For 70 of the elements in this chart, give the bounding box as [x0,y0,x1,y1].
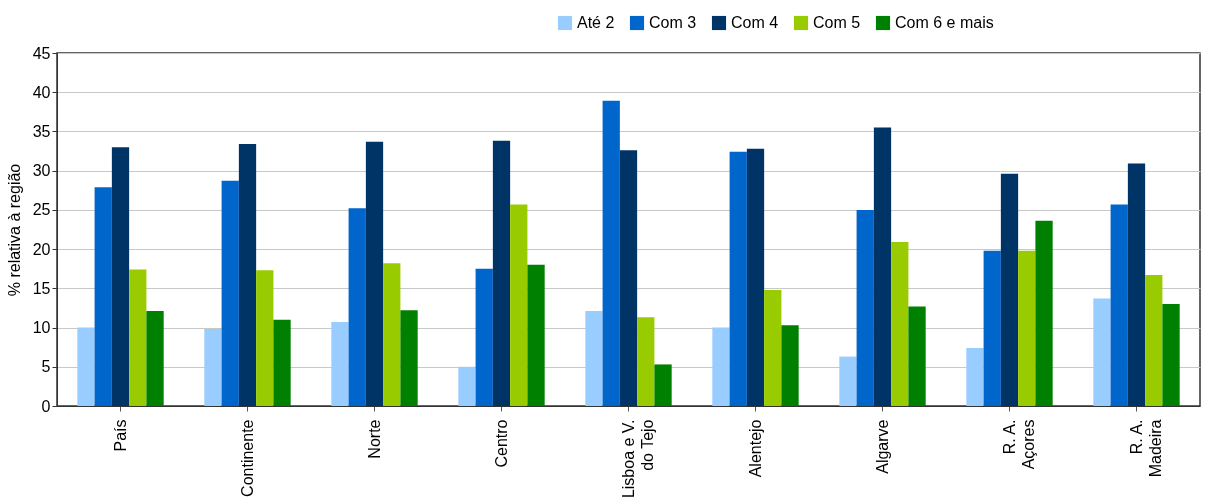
bar [729,151,747,406]
bar [781,325,799,406]
y-tick-label: 30 [32,162,51,180]
y-tick-label: 45 [32,44,51,62]
bar [400,310,418,406]
x-tick-label: R. A. Açores [1000,419,1037,470]
bar [1127,163,1146,406]
y-tick-label: 35 [32,122,51,140]
y-tick-label: 20 [32,240,51,258]
legend-label: Com 4 [731,14,779,31]
bar [331,322,349,406]
x-tick-label: Continente [238,419,256,497]
bar [908,306,926,406]
bar [746,148,765,406]
legend-label: Até 2 [577,14,615,31]
bar [256,270,274,406]
bar [77,327,95,406]
bar [585,311,603,406]
bar [1162,304,1180,406]
x-tick-label: Alentejo [746,419,764,478]
bar [839,356,857,406]
bar [146,311,164,406]
x-tick-label: R. A. Madeira [1127,419,1164,478]
bar [348,208,366,406]
x-tick-label: Algarve [873,419,891,474]
bar [365,141,384,406]
y-tick-label: 25 [32,201,51,219]
bar [510,204,528,406]
bar [873,127,892,406]
bar [1093,298,1111,406]
bar [637,317,655,406]
bar [619,150,638,406]
bar [204,329,222,406]
bar [1145,275,1163,406]
y-tick-label: 5 [41,358,51,376]
x-tick-label: País [111,419,129,452]
bar [654,364,672,406]
bar [966,347,984,406]
bar [602,100,620,406]
bar [458,366,476,406]
bar [221,180,239,406]
bar [383,263,401,406]
legend-label: Com 5 [813,14,861,31]
legend-label: Com 6 e mais [895,14,994,31]
x-tick-label: Lisboa e V. do Tejo [619,419,656,499]
bar [856,209,874,406]
bar [1110,204,1128,406]
x-tick-label: Centro [492,419,510,468]
y-tick-label: 0 [41,397,51,415]
bar [891,242,909,406]
bar [1018,250,1036,406]
bar [129,269,147,406]
y-tick-label: 10 [32,319,51,337]
bar [1000,173,1019,406]
bar [764,289,782,406]
bar [527,264,545,406]
y-tick-label: 40 [32,83,51,101]
bar [111,147,130,406]
y-axis-title: % relativa à região [5,163,23,297]
bar [1035,220,1053,406]
legend-label: Com 3 [649,14,697,31]
bar [475,268,493,406]
bar [492,140,511,406]
x-tick-label: Norte [365,419,383,459]
bar [238,144,257,406]
bar [273,319,291,406]
bar [983,250,1001,406]
bar [94,187,112,406]
bar [712,327,730,406]
y-tick-label: 15 [32,279,51,297]
